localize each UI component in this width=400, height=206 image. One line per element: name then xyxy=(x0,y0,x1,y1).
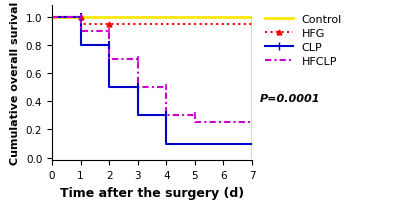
Y-axis label: Cumulative overall surival: Cumulative overall surival xyxy=(10,2,20,165)
Text: P=0.0001: P=0.0001 xyxy=(260,94,320,104)
Legend: Control, HFG, CLP, HFCLP: Control, HFG, CLP, HFCLP xyxy=(262,12,345,70)
X-axis label: Time after the surgery (d): Time after the surgery (d) xyxy=(60,186,244,199)
